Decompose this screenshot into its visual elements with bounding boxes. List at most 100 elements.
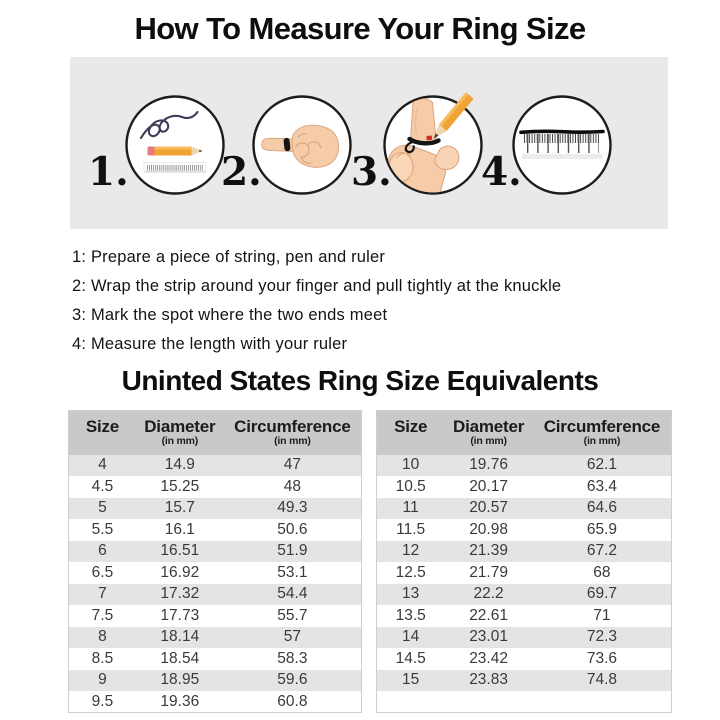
diameter-column-header: Diameter (in mm) <box>135 410 224 455</box>
size-cell: 6.5 <box>91 563 114 581</box>
circumference-cell: 53.1 <box>277 563 308 581</box>
size-column-header: Size <box>376 410 445 455</box>
page-title: How To Measure Your Ring Size <box>134 11 586 46</box>
circumference-cell: 67.2 <box>586 542 617 560</box>
diameter-cell: 17.73 <box>160 606 200 624</box>
table-row: 13 22.2 69.7 <box>376 583 672 605</box>
diameter-column-header: Diameter (in mm) <box>444 410 533 455</box>
table-row: 12 21.39 67.2 <box>376 540 672 562</box>
marking-spot-pencil-icon <box>383 92 483 195</box>
table-row: 7 17.32 54.4 <box>68 583 362 605</box>
circumference-cell: 73.6 <box>586 649 617 667</box>
size-cell: 13.5 <box>395 606 426 624</box>
size-cell: 5.5 <box>91 520 114 538</box>
size-cell: 14 <box>402 628 420 646</box>
diameter-cell: 21.39 <box>469 542 508 560</box>
table-row: 9 18.95 59.6 <box>68 669 362 691</box>
table-row: 6 16.51 51.9 <box>68 540 362 562</box>
circumference-cell: 48 <box>283 477 301 495</box>
size-cell: 9.5 <box>91 692 114 710</box>
diameter-cell: 22.2 <box>473 585 504 603</box>
table-row: 8 18.14 57 <box>68 626 362 648</box>
diameter-cell: 23.42 <box>469 649 508 667</box>
diameter-cell: 20.98 <box>469 520 508 538</box>
table-row: 4 14.9 47 <box>68 454 362 476</box>
table-row: 11.5 20.98 65.9 <box>377 519 672 541</box>
diameter-cell <box>444 691 533 713</box>
table-body-right: 10 19.76 62.1 10.5 20.17 63.4 11 20.57 64.6 11.5 2… <box>376 454 672 713</box>
table-row: 9.5 19.36 60.8 <box>69 691 362 713</box>
diameter-cell: 16.51 <box>160 542 200 560</box>
diameter-cell: 17.32 <box>160 585 200 603</box>
instruction-line-2: 2: Wrap the strip around your finger and… <box>72 277 562 295</box>
size-cell <box>377 691 445 713</box>
diameter-cell: 18.14 <box>160 628 200 646</box>
size-cell: 8.5 <box>91 649 114 667</box>
table-row <box>377 691 672 713</box>
size-column-header: Size <box>68 410 136 455</box>
size-cell: 4.5 <box>91 477 114 495</box>
circumference-cell: 71 <box>593 606 611 624</box>
instruction-line-4: 4: Measure the length with your ruler <box>72 335 348 353</box>
circumference-cell: 59.6 <box>277 671 308 689</box>
size-cell: 8 <box>98 628 107 646</box>
diameter-cell: 23.01 <box>469 628 508 646</box>
step4-illustration <box>511 94 613 196</box>
table-row: 10 19.76 62.1 <box>376 454 672 476</box>
diameter-cell: 15.25 <box>160 477 200 495</box>
diameter-cell: 16.1 <box>164 520 195 538</box>
size-cell: 9 <box>98 671 107 689</box>
circumference-cell: 62.1 <box>586 456 617 474</box>
table-row: 10.5 20.17 63.4 <box>377 476 672 498</box>
circumference-cell: 57 <box>283 628 301 646</box>
table-row: 14.5 23.42 73.6 <box>377 648 672 670</box>
size-cell: 11.5 <box>396 520 426 538</box>
circumference-cell: 65.9 <box>586 520 617 538</box>
circumference-cell: 74.8 <box>586 671 617 689</box>
size-cell: 7 <box>98 585 107 603</box>
diameter-cell: 18.95 <box>160 671 200 689</box>
table-row: 13.5 22.61 71 <box>377 605 672 627</box>
circumference-column-header: Circumference (in mm) <box>532 410 672 455</box>
table-row: 12.5 21.79 68 <box>377 562 672 584</box>
diameter-cell: 15.7 <box>164 499 195 517</box>
step2-illustration <box>251 94 353 196</box>
circumference-cell: 55.7 <box>277 606 308 624</box>
string-on-finger-icon <box>252 95 352 195</box>
table-row: 5 15.7 49.3 <box>68 497 362 519</box>
size-cell: 10 <box>402 456 420 474</box>
table-row: 5.5 16.1 50.6 <box>69 519 362 541</box>
size-cell: 11 <box>402 499 419 517</box>
table-row: 6.5 16.92 53.1 <box>69 562 362 584</box>
diameter-cell: 21.79 <box>469 563 508 581</box>
steps-banner: 1. 2. <box>70 57 668 229</box>
diameter-cell: 19.36 <box>160 692 200 710</box>
step3-illustration <box>382 92 484 196</box>
circumference-column-header: Circumference (in mm) <box>223 410 362 455</box>
size-cell: 5 <box>98 499 107 517</box>
size-chart-tables: Size Diameter (in mm) Circumference (in … <box>68 410 672 713</box>
size-chart-title: Uninted States Ring Size Equivalents <box>121 365 599 396</box>
circumference-cell: 68 <box>593 563 611 581</box>
size-cell: 13 <box>402 585 420 603</box>
circumference-cell: 69.7 <box>586 585 617 603</box>
size-cell: 10.5 <box>395 477 426 495</box>
size-cell: 15 <box>402 671 420 689</box>
table-header: Size Diameter (in mm) Circumference (in … <box>376 410 672 455</box>
step-number-3: 3. <box>351 149 392 195</box>
size-cell: 12.5 <box>395 563 426 581</box>
step1-illustration <box>124 94 226 196</box>
table-row: 14 23.01 72.3 <box>376 626 672 648</box>
table-row: 15 23.83 74.8 <box>376 669 672 691</box>
table-row: 4.5 15.25 48 <box>69 476 362 498</box>
circumference-cell: 58.3 <box>277 649 308 667</box>
diameter-cell: 14.9 <box>164 456 195 474</box>
table-row: 8.5 18.54 58.3 <box>69 648 362 670</box>
circumference-cell: 49.3 <box>277 499 308 517</box>
circumference-cell: 63.4 <box>586 477 617 495</box>
instruction-line-3: 3: Mark the spot where the two ends meet <box>72 306 388 324</box>
diameter-cell: 18.54 <box>160 649 200 667</box>
table-row: 11 20.57 64.6 <box>376 497 672 519</box>
step-number-1: 1. <box>88 149 129 195</box>
instructions-list: 1: Prepare a piece of string, pen and ru… <box>72 243 692 359</box>
